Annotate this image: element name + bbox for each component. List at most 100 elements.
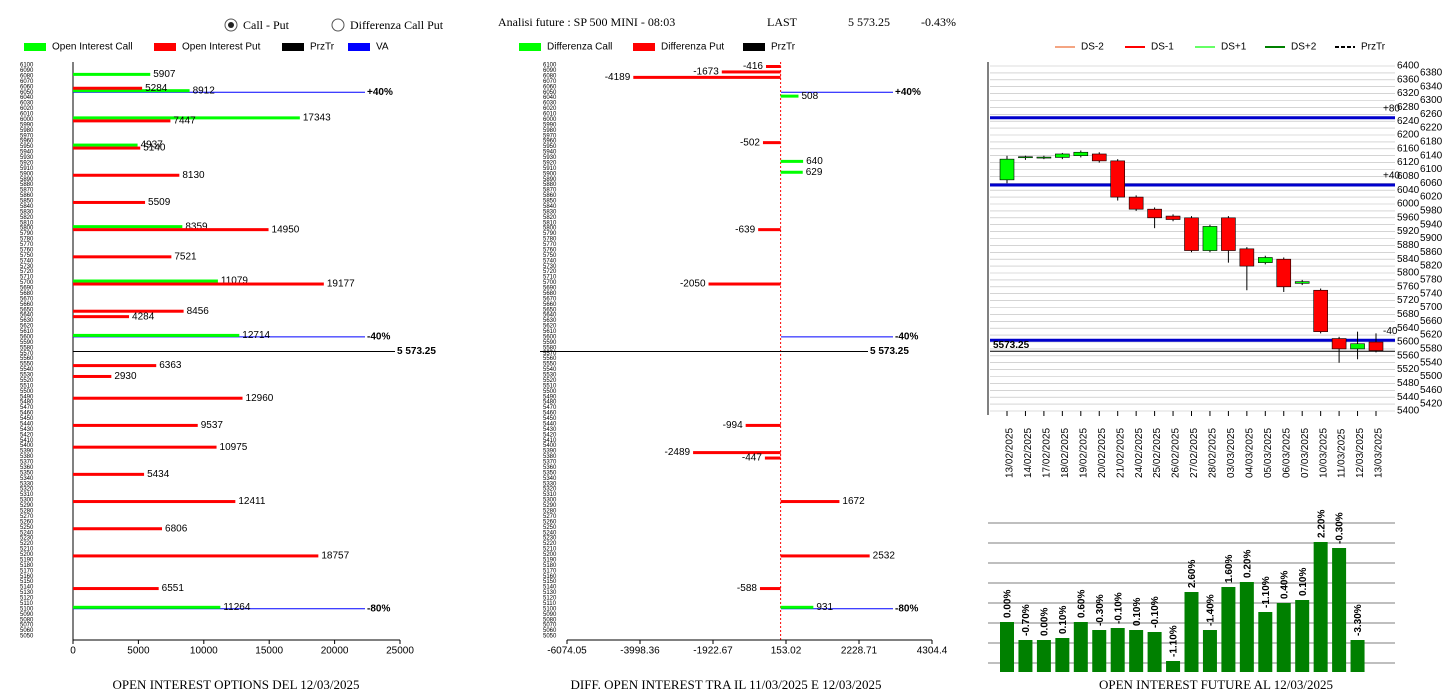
y-tick-label: 6340 xyxy=(1420,81,1443,92)
strike-label: 5200 xyxy=(20,552,34,558)
value-label: -639 xyxy=(735,224,755,235)
legend-swatch xyxy=(154,43,176,51)
strike-label: 5520 xyxy=(543,378,557,384)
va-label: +40% xyxy=(895,87,921,98)
strike-label: 5990 xyxy=(543,122,557,128)
strike-label: 5920 xyxy=(20,160,34,166)
strike-label: 5560 xyxy=(543,356,557,362)
value-label: -2489 xyxy=(665,447,691,458)
bar xyxy=(73,587,159,591)
bar xyxy=(1350,640,1365,672)
strike-label: 5470 xyxy=(20,405,34,411)
strike-label: 5150 xyxy=(20,579,34,585)
bar xyxy=(780,500,840,504)
strike-label: 5310 xyxy=(20,492,34,498)
strike-label: 5590 xyxy=(20,340,34,346)
y-tick-label: 5440 xyxy=(1397,392,1420,403)
va-label: -80% xyxy=(367,603,390,614)
strike-label: 5490 xyxy=(20,394,34,400)
strike-label: 5140 xyxy=(543,585,557,591)
bar xyxy=(73,364,157,368)
x-tick-label: 20/02/2025 xyxy=(1097,428,1108,478)
bar xyxy=(745,423,781,427)
legend-label: Differenza Put xyxy=(661,42,724,53)
candle-body xyxy=(1368,341,1384,351)
strike-label: 5890 xyxy=(20,177,34,183)
strike-label: 5440 xyxy=(20,421,34,427)
strike-label: 5410 xyxy=(20,438,34,444)
candle-body xyxy=(1239,248,1255,267)
strike-label: 5400 xyxy=(20,443,34,449)
value-label: 5434 xyxy=(147,469,170,480)
candle-body xyxy=(1202,226,1218,251)
y-tick-label: 6360 xyxy=(1397,74,1420,85)
strike-label: 5610 xyxy=(20,329,34,335)
bar-annotation: -1.10% xyxy=(1261,576,1272,608)
x-tick-label: 12/03/2025 xyxy=(1355,428,1366,478)
x-tick-label: 17/02/2025 xyxy=(1042,428,1053,478)
strike-label: 5230 xyxy=(20,536,34,542)
y-tick-label: 5720 xyxy=(1397,295,1420,306)
level-label: +40 xyxy=(1383,171,1400,182)
bar xyxy=(73,396,243,400)
bar xyxy=(73,200,146,204)
y-tick-label: 5780 xyxy=(1420,275,1443,286)
strike-label: 5670 xyxy=(20,296,34,302)
strike-label: 5780 xyxy=(543,237,557,243)
bar xyxy=(73,228,269,232)
y-tick-label: 5660 xyxy=(1420,316,1443,327)
strike-label: 5380 xyxy=(543,454,557,460)
strike-label: 5790 xyxy=(543,231,557,237)
strike-label: 5980 xyxy=(20,128,34,134)
candle-body xyxy=(1313,289,1328,332)
strike-label: 5560 xyxy=(20,356,34,362)
value-label: 4284 xyxy=(132,311,155,322)
strike-label: 5050 xyxy=(543,634,557,640)
strike-label: 5100 xyxy=(543,606,557,612)
strike-label: 5760 xyxy=(543,247,557,253)
bar xyxy=(73,374,112,378)
strike-label: 5690 xyxy=(543,286,557,292)
y-tick-label: 5960 xyxy=(1397,212,1420,223)
strike-label: 5980 xyxy=(543,128,557,134)
strike-label: 5460 xyxy=(543,411,557,417)
change: -0.43% xyxy=(921,15,956,29)
bar-annotation: 0.60% xyxy=(1076,590,1087,618)
strike-label: 5320 xyxy=(543,487,557,493)
strike-label: 5070 xyxy=(543,623,557,629)
strike-label: 6010 xyxy=(20,112,34,118)
value-label: 8359 xyxy=(185,221,208,232)
strike-label: 6020 xyxy=(20,106,34,112)
strike-label: 5480 xyxy=(20,400,34,406)
value-label: 10975 xyxy=(220,442,248,453)
strike-label: 5820 xyxy=(20,215,34,221)
y-tick-label: 5700 xyxy=(1420,302,1443,313)
bar xyxy=(693,451,781,455)
option[interactable]: Call - Put xyxy=(243,18,290,32)
candle-body xyxy=(1331,338,1347,350)
x-tick-label: 13/02/2025 xyxy=(1005,428,1016,478)
strike-label: 5170 xyxy=(543,568,557,574)
strike-label: 5260 xyxy=(543,519,557,525)
radio-off[interactable] xyxy=(331,18,345,32)
bar-annotation: 0.40% xyxy=(1279,571,1290,599)
candle-body xyxy=(999,158,1015,181)
candle-body xyxy=(1258,257,1273,263)
option[interactable]: Differenza Call Put xyxy=(350,18,444,32)
bar xyxy=(1166,661,1181,672)
y-tick-label: 6180 xyxy=(1420,137,1443,148)
y-tick-label: 6020 xyxy=(1420,192,1443,203)
strike-label: 5810 xyxy=(543,220,557,226)
value-label: 8912 xyxy=(193,85,216,96)
strike-label: 5230 xyxy=(543,536,557,542)
value-label: 1672 xyxy=(842,496,865,507)
value-label: -447 xyxy=(742,453,762,464)
x-tick-label: 05/03/2025 xyxy=(1263,428,1274,478)
strike-label: 5800 xyxy=(543,226,557,232)
value-label: -502 xyxy=(740,137,760,148)
value-label: 9537 xyxy=(201,420,224,431)
strike-label: 5660 xyxy=(20,302,34,308)
bar xyxy=(708,282,781,286)
price-label: 5 573.25 xyxy=(397,346,436,357)
value-label: 8456 xyxy=(187,306,210,317)
